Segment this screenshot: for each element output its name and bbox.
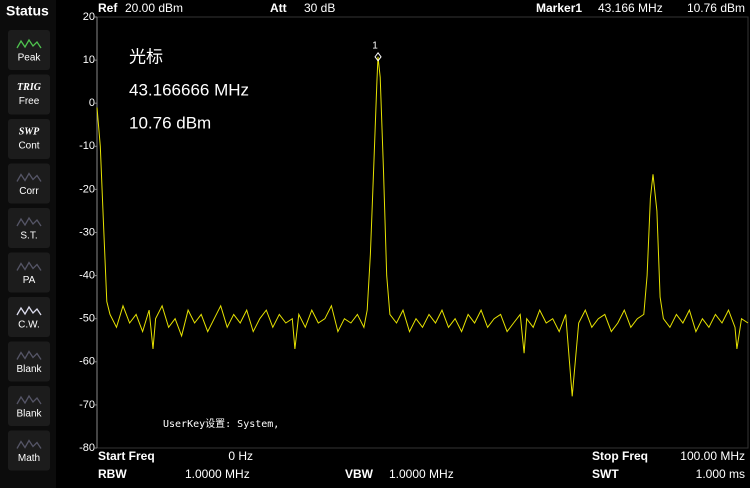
status-button[interactable]: Blank — [8, 341, 50, 382]
vbw-value: 1.0000 MHz — [389, 467, 454, 481]
status-button[interactable]: SWP Cont — [8, 119, 50, 159]
button-label: PA — [23, 275, 36, 286]
button-label: Free — [19, 96, 40, 107]
button-label: Corr — [19, 186, 39, 197]
status-button[interactable]: PA — [8, 252, 50, 293]
y-tick-label: -80 — [79, 442, 95, 454]
y-tick-label: 0 — [89, 97, 95, 109]
y-tick-label: 20 — [83, 11, 95, 23]
swt-value: 1.000 ms — [696, 467, 745, 481]
status-buttons: Peak TRIG Free SWP Cont Corr S.T. PA C.W. Blank Bl… — [8, 30, 50, 471]
button-label: Peak — [18, 53, 42, 64]
trace — [96, 56, 749, 397]
marker-level: 10.76 dBm — [687, 1, 745, 15]
marker-label: Marker1 — [536, 1, 582, 15]
y-tick-label: -10 — [79, 140, 95, 152]
att-value: 30 dB — [304, 1, 335, 15]
status-button[interactable]: Math — [8, 430, 50, 471]
marker-freq: 43.166 MHz — [598, 1, 663, 15]
status-button[interactable]: TRIG Free — [8, 74, 50, 115]
stop-value: 100.00 MHz — [680, 449, 745, 463]
y-tick-label: -20 — [79, 183, 95, 195]
swt-label: SWT — [592, 467, 619, 481]
ref-label: Ref — [98, 1, 118, 15]
status-button[interactable]: S.T. — [8, 208, 50, 248]
button-label: Blank — [16, 409, 42, 420]
button-face — [8, 208, 50, 248]
y-tick-label: -30 — [79, 226, 95, 238]
plot: 20 10 0 -10 -20 -30 -40 -50 -60 -70 -80 1 — [79, 11, 749, 454]
stop-label: Stop Freq — [592, 449, 648, 463]
rbw-label: RBW — [98, 467, 127, 481]
button-icon — [16, 216, 42, 227]
button-face — [8, 430, 50, 471]
y-tick-label: -70 — [79, 399, 95, 411]
button-label: C.W. — [18, 320, 40, 331]
userkey-note: UserKey设置: System, — [163, 418, 279, 430]
marker-number: 1 — [372, 40, 378, 51]
status-button[interactable]: Peak — [8, 30, 50, 70]
button-icon — [16, 261, 42, 271]
button-face — [8, 119, 50, 159]
overlay-title: 光标 — [129, 47, 163, 66]
att-label: Att — [270, 1, 287, 15]
status-button[interactable]: C.W. — [8, 297, 50, 337]
button-icon — [16, 439, 42, 449]
button-icon — [16, 305, 42, 316]
button-face — [8, 252, 50, 293]
y-tick-label: 10 — [83, 54, 95, 66]
vbw-label: VBW — [345, 467, 374, 481]
start-label: Start Freq — [98, 449, 155, 463]
status-button[interactable]: Blank — [8, 386, 50, 426]
status-button[interactable]: Corr — [8, 163, 50, 204]
button-face — [8, 297, 50, 337]
overlay-freq: 43.166666 MHz — [129, 80, 249, 99]
start-value: 0 Hz — [228, 449, 253, 463]
marker — [374, 51, 382, 62]
button-label: Blank — [16, 364, 42, 375]
button-icon — [16, 394, 42, 405]
button-icon — [16, 350, 42, 360]
button-top: TRIG — [17, 82, 42, 93]
button-face — [8, 341, 50, 382]
overlay-level: 10.76 dBm — [129, 113, 211, 132]
button-face — [8, 74, 50, 115]
y-tick-label: -40 — [79, 270, 95, 282]
button-top: SWP — [19, 126, 40, 137]
button-icon — [16, 38, 42, 49]
rbw-value: 1.0000 MHz — [185, 467, 250, 481]
ref-value: 20.00 dBm — [125, 1, 183, 15]
button-icon — [16, 172, 42, 182]
button-label: S.T. — [20, 231, 37, 242]
button-face — [8, 386, 50, 426]
button-face — [8, 163, 50, 204]
button-label: Math — [18, 453, 40, 464]
status-title: Status — [6, 3, 49, 19]
button-face — [8, 30, 50, 70]
button-label: Cont — [18, 141, 39, 152]
y-tick-label: -60 — [79, 356, 95, 368]
y-tick-label: -50 — [79, 313, 95, 325]
